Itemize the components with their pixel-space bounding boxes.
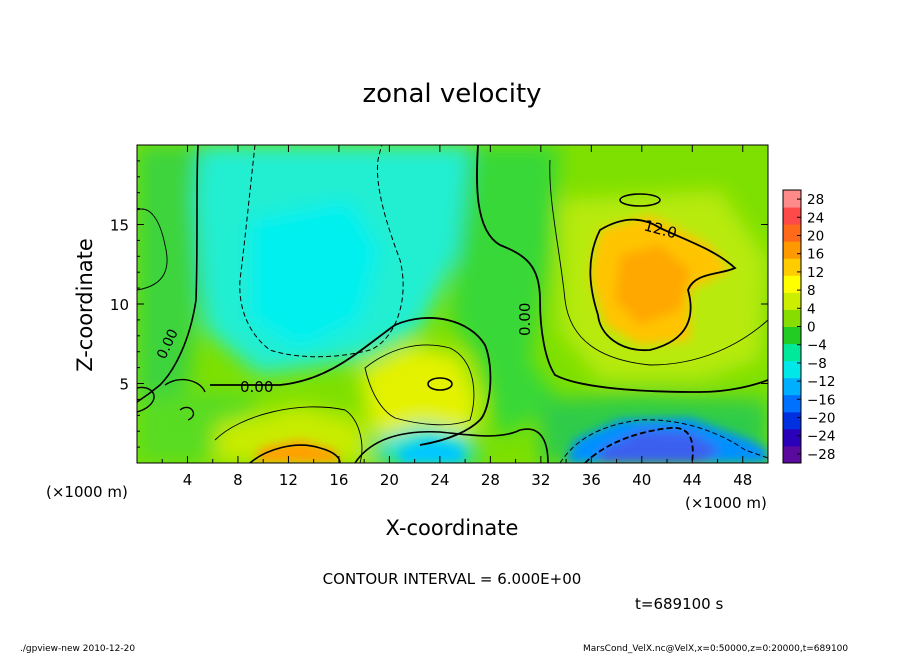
x-tick-label: 32 (531, 471, 550, 489)
x-tick-label: 24 (430, 471, 449, 489)
contour-minus6-lower (559, 419, 768, 463)
contour-twelve (589, 218, 737, 351)
colorbar-swatch (783, 343, 801, 362)
x-tick-label: 36 (582, 471, 601, 489)
x-tick-label: 40 (632, 471, 651, 489)
y-tick-label: 15 (110, 217, 129, 235)
region-lime-bottom (215, 405, 370, 463)
contour-six-thin (549, 159, 768, 366)
contour-minus6-dashed (239, 145, 404, 358)
colorbar-swatch (783, 258, 801, 276)
region-green-mid (450, 145, 560, 440)
colorbar-label: −28 (807, 447, 836, 463)
time-text: t=689100 s (635, 595, 723, 613)
colorbar-swatch (783, 445, 801, 464)
x-tick-label: 4 (183, 471, 193, 489)
colorbar-swatch (783, 241, 801, 259)
contour-label-mid: 0.00 (516, 303, 534, 336)
x-tick-label: 16 (329, 471, 348, 489)
contour-label-lower: 0.00 (240, 378, 273, 396)
colorbar-label: −20 (807, 411, 836, 427)
chart-title: zonal velocity (362, 79, 541, 109)
region-cyan-core (250, 200, 380, 350)
colorbar-swatch (783, 224, 801, 242)
contour-six-bump (364, 344, 475, 426)
y-tick-label: 10 (110, 296, 129, 314)
contour-zero-mid (476, 145, 768, 393)
colorbar-label: −4 (807, 338, 827, 354)
x-axis: 4 8 12 16 20 24 28 32 36 40 44 48 (161, 145, 752, 489)
colorbar-label: 20 (807, 229, 824, 245)
colorbar-swatch (783, 394, 801, 413)
colorbar-swatch (783, 360, 801, 379)
region-cyan-spot (400, 440, 465, 463)
colorbar-label: 4 (807, 301, 816, 317)
region-orange-bottom (255, 440, 340, 463)
contour-yellow-spot (427, 377, 453, 391)
plot-area: 0.00 0.00 0.00 12.0 (137, 145, 768, 463)
colorbar-swatch (783, 292, 801, 310)
colorbar-label: −24 (807, 429, 836, 445)
colorbar-swatch (783, 411, 801, 430)
colorbar-swatch (783, 377, 801, 396)
colorbar-label: 0 (807, 320, 816, 336)
colorbar-label: 16 (807, 247, 824, 263)
contour-interval-text: CONTOUR INTERVAL = 6.000E+00 (323, 570, 582, 588)
contour-six-bottom (214, 406, 363, 463)
contour-zero-bottom (354, 428, 549, 463)
colorbar-label: −8 (807, 356, 827, 372)
x-unit-label-right: (×1000 m) (685, 494, 767, 512)
x-tick-label: 20 (380, 471, 399, 489)
region-orange-core (615, 245, 690, 325)
y-axis-title: Z-coordinate (73, 238, 97, 372)
x-tick-label: 28 (481, 471, 500, 489)
contour-zero-lower (210, 317, 492, 446)
x-unit-label-left: (×1000 m) (46, 483, 128, 501)
x-tick-label: 44 (683, 471, 702, 489)
colorbar-swatch (783, 207, 801, 225)
x-tick-label: 12 (279, 471, 298, 489)
footer-right: MarsCond_VelX.nc@VelX,x=0:50000,z=0:2000… (583, 644, 848, 654)
colorbar-swatch (783, 275, 801, 293)
colorbar-label: −16 (807, 392, 836, 408)
colorbar-label: 12 (807, 265, 824, 281)
region-green-left (137, 145, 205, 463)
colorbar-swatch (783, 428, 801, 447)
colorbar-label: 24 (807, 210, 824, 226)
colorbar: 28 24 20 16 12 8 4 0 −4 −8 −12 −16 −20 −24 −28 (782, 189, 836, 464)
colorbar-swatch (783, 190, 801, 208)
contour-zero-left (137, 145, 199, 403)
x-axis-title: X-coordinate (386, 516, 519, 540)
y-tick-label: 5 (119, 376, 129, 394)
contour-wiggle-left (137, 378, 206, 421)
contour-twelve-small (619, 193, 661, 207)
colorbar-swatch (783, 326, 801, 345)
colorbar-label: −12 (807, 374, 836, 390)
footer-left: ./gpview-new 2010-12-20 (20, 644, 135, 654)
x-tick-label: 48 (733, 471, 752, 489)
x-tick-label: 8 (233, 471, 243, 489)
contour-orange-spot (249, 444, 341, 463)
region-yellow-bump (360, 345, 480, 450)
y-axis: 5 10 15 (110, 160, 768, 448)
colorbar-label: 28 (807, 192, 824, 208)
contour-minus12-dashed (584, 427, 694, 463)
colorbar-label: 8 (807, 283, 816, 299)
contour-six-left (137, 208, 168, 291)
colorbar-swatch (783, 309, 801, 327)
